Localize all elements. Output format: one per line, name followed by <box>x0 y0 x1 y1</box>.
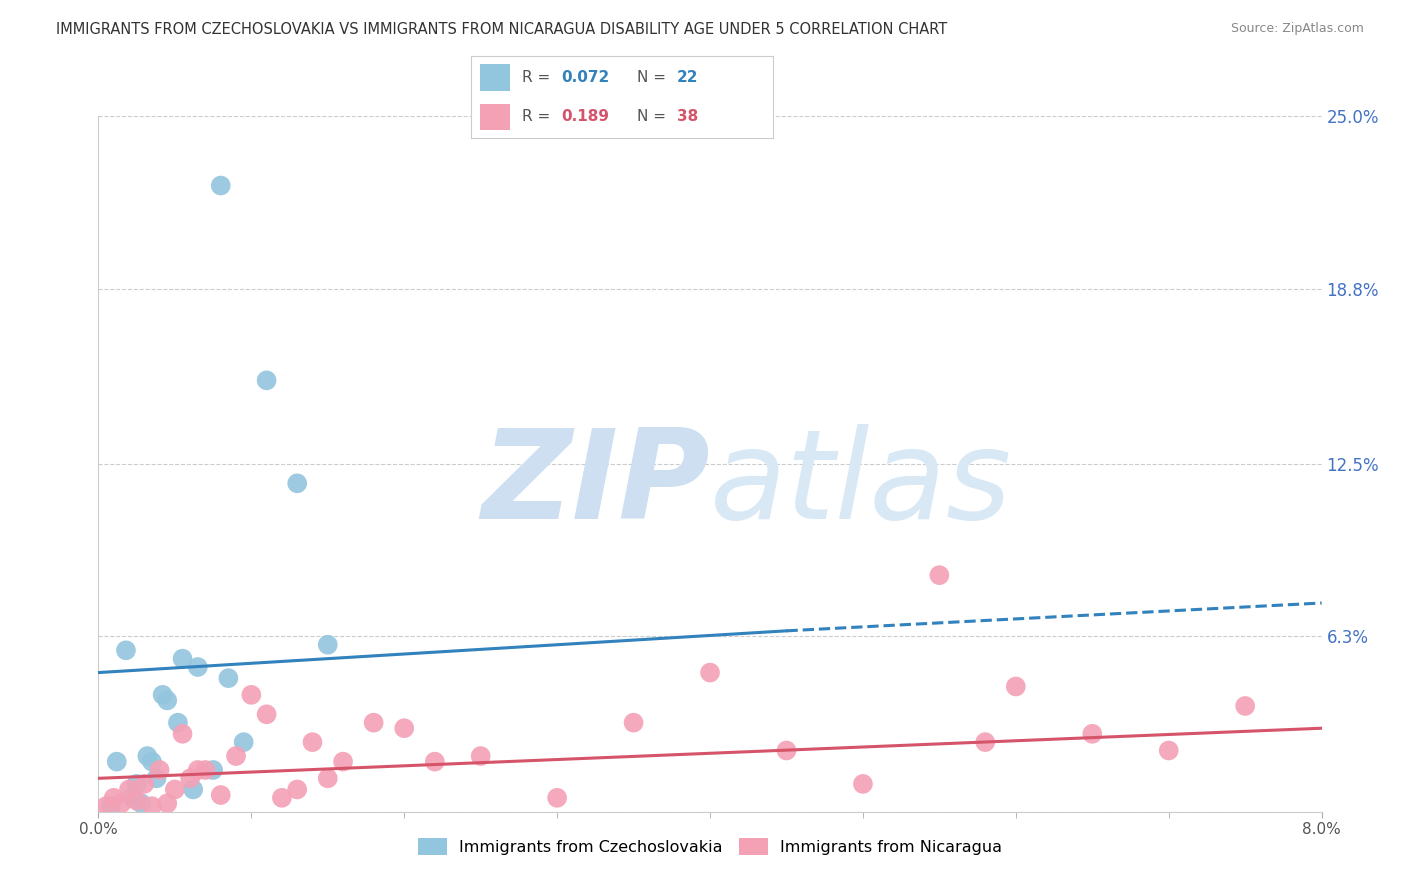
Point <box>94 799 117 814</box>
Text: IMMIGRANTS FROM CZECHOSLOVAKIA VS IMMIGRANTS FROM NICARAGUA DISABILITY AGE UNDER: IMMIGRANTS FROM CZECHOSLOVAKIA VS IMMIGR… <box>56 22 948 37</box>
Point <box>928 568 950 582</box>
Point <box>316 638 339 652</box>
Point <box>240 688 263 702</box>
Point <box>152 688 174 702</box>
Point <box>125 794 148 808</box>
Point <box>100 799 122 814</box>
Point <box>209 788 232 802</box>
Point <box>167 715 190 730</box>
Point <box>270 790 294 805</box>
Point <box>285 782 308 797</box>
Point <box>1004 680 1026 694</box>
Point <box>110 797 132 811</box>
FancyBboxPatch shape <box>479 64 510 91</box>
Text: N =: N = <box>637 110 671 124</box>
Point <box>134 777 156 791</box>
Point <box>202 763 225 777</box>
Text: 22: 22 <box>676 70 697 85</box>
Text: R =: R = <box>523 70 555 85</box>
Text: R =: R = <box>523 110 555 124</box>
Point <box>1234 698 1257 713</box>
Point <box>852 777 875 791</box>
Point <box>974 735 997 749</box>
Text: Source: ZipAtlas.com: Source: ZipAtlas.com <box>1230 22 1364 36</box>
Point <box>392 721 416 735</box>
Point <box>470 749 492 764</box>
Point <box>194 763 217 777</box>
Text: 38: 38 <box>676 110 697 124</box>
Point <box>225 749 247 764</box>
Point <box>187 660 209 674</box>
Point <box>316 772 339 786</box>
Point <box>209 178 232 193</box>
Point <box>145 772 167 786</box>
Legend: Immigrants from Czechoslovakia, Immigrants from Nicaragua: Immigrants from Czechoslovakia, Immigran… <box>409 830 1011 863</box>
FancyBboxPatch shape <box>479 103 510 130</box>
Text: 0.189: 0.189 <box>562 110 610 124</box>
Point <box>172 651 194 665</box>
Point <box>141 799 163 814</box>
Point <box>125 777 148 791</box>
Point <box>301 735 323 749</box>
Point <box>163 782 186 797</box>
Point <box>256 707 278 722</box>
Point <box>121 790 143 805</box>
Point <box>179 772 201 786</box>
Point <box>136 749 159 764</box>
Point <box>423 755 446 769</box>
Point <box>285 476 308 491</box>
Point <box>149 763 172 777</box>
Point <box>115 643 138 657</box>
Point <box>546 790 568 805</box>
Text: 0.072: 0.072 <box>562 70 610 85</box>
Point <box>699 665 721 680</box>
Point <box>172 727 194 741</box>
Point <box>332 755 354 769</box>
Point <box>217 671 239 685</box>
Point <box>118 782 141 797</box>
Point <box>256 373 278 387</box>
Point <box>156 693 179 707</box>
Text: ZIP: ZIP <box>481 425 710 545</box>
Point <box>141 755 163 769</box>
Point <box>156 797 179 811</box>
Point <box>103 790 125 805</box>
Point <box>363 715 385 730</box>
Point <box>105 755 128 769</box>
Point <box>1157 743 1180 757</box>
Point <box>1081 727 1104 741</box>
Point <box>181 782 204 797</box>
Point <box>232 735 254 749</box>
Text: atlas: atlas <box>710 425 1012 545</box>
Point <box>775 743 797 757</box>
Text: N =: N = <box>637 70 671 85</box>
Point <box>623 715 645 730</box>
Point <box>129 797 152 811</box>
Point <box>187 763 209 777</box>
